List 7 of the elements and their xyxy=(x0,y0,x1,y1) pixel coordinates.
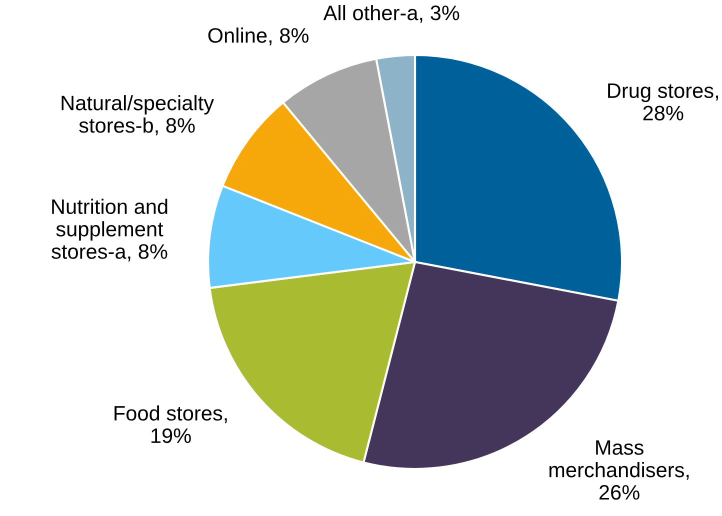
slice-label: Online, 8% xyxy=(208,28,308,46)
slice-label: Food stores, 19% xyxy=(114,405,227,444)
slice-label: Mass merchandisers, 26% xyxy=(549,440,689,500)
slice-label: Nutrition and supplement stores-a, 8% xyxy=(52,198,168,262)
slice-label: Drug stores, 28% xyxy=(608,84,718,120)
slice-label: All other-a, 3% xyxy=(323,4,460,23)
slice-label: Natural/specialty stores-b, 8% xyxy=(62,95,214,136)
